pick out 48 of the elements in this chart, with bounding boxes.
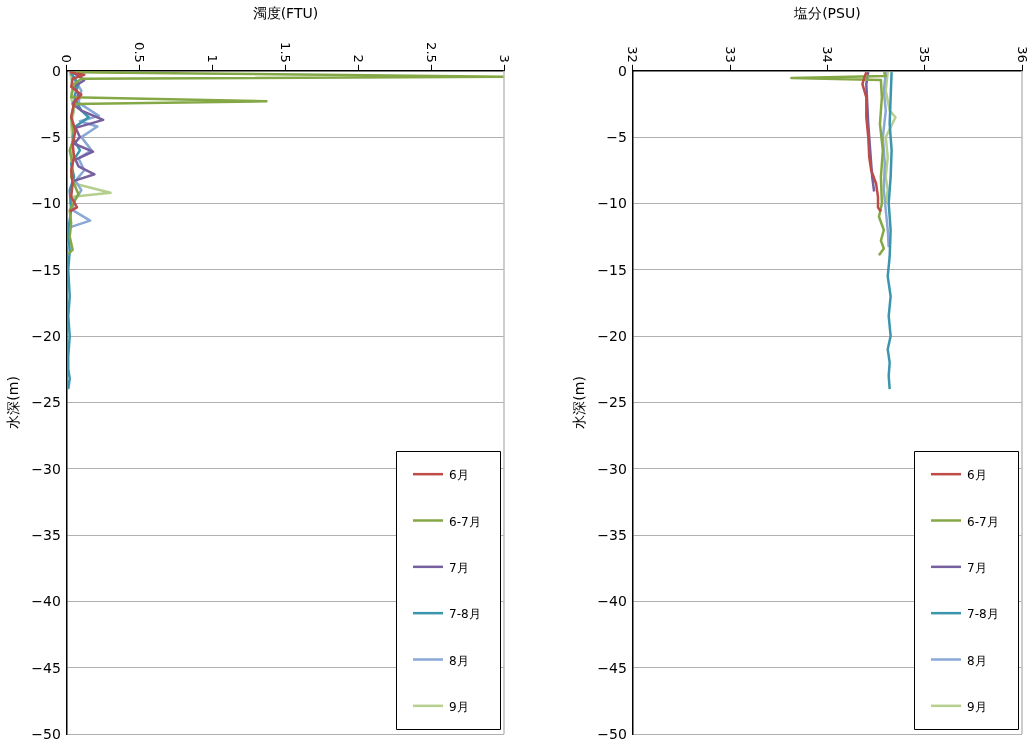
legend-label: 9月 [967, 699, 987, 714]
x-tick-label: 33 [722, 46, 738, 63]
legend-label: 6月 [449, 468, 469, 483]
legend-label: 7-8月 [449, 607, 481, 622]
x-tick-label: 1.5 [277, 42, 293, 63]
legend-label: 7月 [449, 560, 469, 575]
legend-label: 6-7月 [967, 514, 999, 529]
x-tick-label: 2 [350, 54, 366, 63]
y-tick-label: −20 [31, 328, 61, 345]
legend-label: 7月 [967, 560, 987, 575]
legend-label: 6-7月 [449, 514, 481, 529]
x-axis-title: 濁度(FTU) [252, 5, 319, 22]
x-tick-label: 2.5 [423, 42, 439, 63]
y-axis-title: 水深(m) [5, 376, 22, 429]
legend-label: 9月 [449, 699, 469, 714]
y-tick-label: −10 [31, 195, 61, 212]
y-tick-label: −15 [31, 261, 61, 278]
legend-label: 7-8月 [967, 607, 999, 622]
y-tick-label: −35 [31, 527, 61, 544]
x-tick-label: 36 [1014, 46, 1030, 63]
y-tick-label: −5 [40, 129, 61, 146]
y-tick-label: −45 [597, 659, 627, 676]
x-tick-label: 0 [59, 54, 75, 63]
legend-label: 6月 [967, 468, 987, 483]
x-tick-label: 0.5 [132, 42, 148, 63]
y-tick-label: −35 [597, 527, 627, 544]
y-tick-label: −30 [31, 460, 61, 477]
y-tick-label: −40 [31, 593, 61, 610]
legend-label: 8月 [449, 653, 469, 668]
x-tick-label: 32 [625, 46, 641, 63]
x-tick-label: 34 [819, 46, 835, 63]
y-tick-label: −50 [597, 726, 627, 740]
y-tick-label: −25 [31, 394, 61, 411]
y-tick-label: −25 [597, 394, 627, 411]
y-tick-label: −50 [31, 726, 61, 740]
y-axis-title: 水深(m) [571, 376, 588, 429]
legend-label: 8月 [967, 653, 987, 668]
y-tick-label: −45 [31, 659, 61, 676]
x-axis-title: 塩分(PSU) [793, 5, 861, 22]
y-tick-label: −15 [597, 261, 627, 278]
x-tick-label: 35 [917, 46, 933, 63]
y-tick-label: −30 [597, 460, 627, 477]
x-tick-label: 1 [205, 54, 221, 63]
y-tick-label: −5 [606, 129, 627, 146]
y-tick-label: −10 [597, 195, 627, 212]
x-tick-label: 3 [496, 54, 512, 63]
y-tick-label: −40 [597, 593, 627, 610]
y-tick-label: −20 [597, 328, 627, 345]
